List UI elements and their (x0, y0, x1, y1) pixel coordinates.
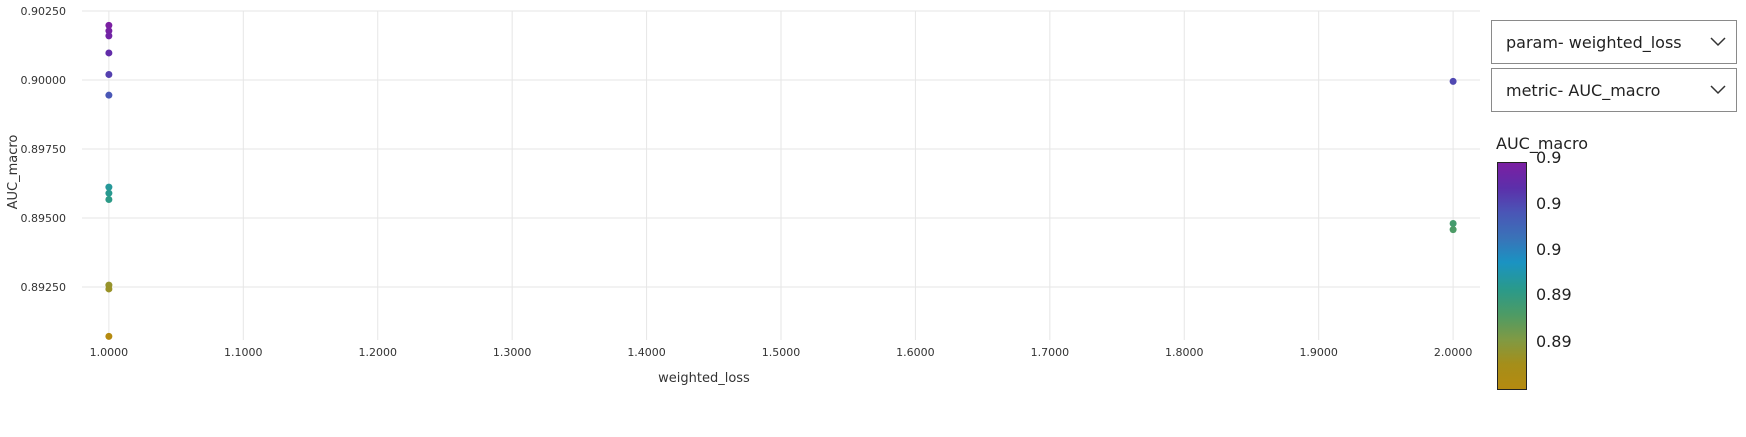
chevron-down-icon (1700, 21, 1736, 63)
x-tick-label: 1.7000 (1031, 346, 1070, 359)
param-dropdown-label: param- weighted_loss (1506, 32, 1682, 52)
x-tick-label: 1.3000 (493, 346, 532, 359)
y-tick-label: 0.90000 (21, 74, 67, 87)
param-dropdown[interactable]: param- weighted_loss (1491, 20, 1737, 64)
colorbar-tick-label: 0.89 (1536, 332, 1572, 351)
colorbar-tick-label: 0.9 (1536, 240, 1562, 259)
data-points (105, 21, 1457, 340)
scatter-plot: 1.0000 1.1000 1.2000 1.3000 1.4000 1.5000 1.60… (6, 5, 1480, 386)
data-point[interactable] (105, 70, 113, 78)
metric-dropdown-label: metric- AUC_macro (1506, 80, 1661, 100)
x-tick-label: 1.1000 (224, 346, 263, 359)
colorbar-title: AUC_macro (1496, 134, 1589, 153)
x-axis-ticks: 1.0000 1.1000 1.2000 1.3000 1.4000 1.5000 1.60… (90, 346, 1473, 359)
data-point[interactable] (105, 183, 113, 191)
x-tick-label: 1.5000 (762, 346, 801, 359)
data-point[interactable] (1449, 77, 1457, 85)
y-tick-label: 0.89500 (21, 212, 67, 225)
data-point[interactable] (105, 196, 113, 204)
metric-dropdown[interactable]: metric- AUC_macro (1491, 68, 1737, 112)
grid-lines (82, 10, 1480, 340)
data-point[interactable] (105, 32, 113, 40)
y-axis-ticks: 0.89250 0.89500 0.89750 0.90000 0.90250 (21, 5, 67, 294)
colorbar-tick-label: 0.9 (1536, 194, 1562, 213)
x-tick-label: 1.8000 (1165, 346, 1204, 359)
y-tick-label: 0.89250 (21, 281, 67, 294)
x-tick-label: 1.0000 (90, 346, 129, 359)
data-point[interactable] (1449, 226, 1457, 234)
data-point[interactable] (105, 21, 113, 29)
y-tick-label: 0.89750 (21, 143, 67, 156)
y-axis-title: AUC_macro (6, 135, 21, 210)
x-tick-label: 2.0000 (1434, 346, 1473, 359)
chevron-down-icon (1700, 69, 1736, 111)
data-point[interactable] (1449, 220, 1457, 228)
data-point[interactable] (105, 27, 113, 35)
data-point[interactable] (105, 285, 113, 293)
data-point[interactable] (105, 49, 113, 57)
x-tick-label: 1.6000 (896, 346, 935, 359)
data-point[interactable] (105, 189, 113, 197)
x-tick-label: 1.2000 (358, 346, 397, 359)
y-tick-label: 0.90250 (21, 5, 67, 18)
colorbar-tick-label: 0.9 (1536, 148, 1562, 167)
colorbar-tick-label: 0.89 (1536, 285, 1572, 304)
x-tick-label: 1.9000 (1299, 346, 1338, 359)
x-axis-title: weighted_loss (658, 371, 750, 386)
x-tick-label: 1.4000 (627, 346, 666, 359)
data-point[interactable] (105, 332, 113, 340)
colorbar (1497, 162, 1527, 390)
data-point[interactable] (105, 91, 113, 99)
